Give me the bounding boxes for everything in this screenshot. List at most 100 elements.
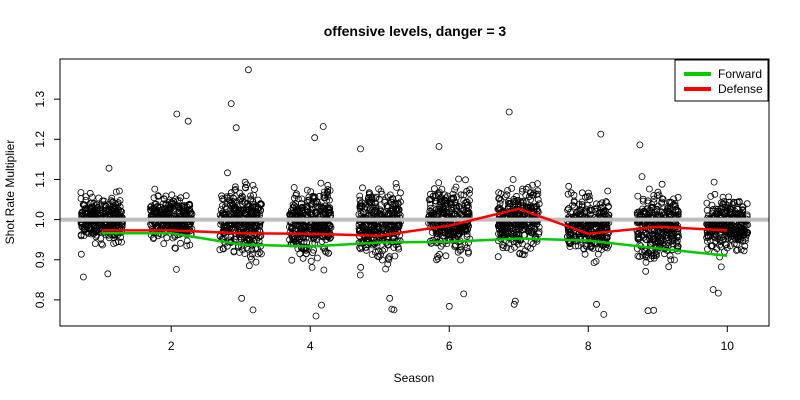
scatter-point [231, 198, 239, 206]
scatter-point [434, 208, 442, 216]
scatter-point [576, 207, 583, 215]
scatter-point [430, 185, 438, 193]
scatter-point [151, 185, 159, 193]
scatter-point [77, 231, 85, 239]
scatter-point [376, 206, 384, 214]
scatter-point [598, 208, 606, 216]
scatter-outlier [238, 294, 246, 302]
scatter-point [288, 256, 296, 264]
scatter-point [652, 250, 660, 258]
scatter-point [238, 209, 245, 217]
scatter-point [575, 200, 583, 208]
scatter-outlier [644, 307, 652, 315]
scatter-point [375, 185, 383, 193]
scatter-point [386, 253, 393, 260]
scatter-point [535, 230, 543, 238]
scatter-point [529, 181, 536, 189]
scatter-point [514, 221, 522, 229]
scatter-point [644, 197, 652, 205]
scatter-point [496, 225, 503, 233]
scatter-point [77, 189, 85, 196]
scatter-point [186, 205, 194, 213]
scatter-point [666, 252, 674, 260]
y-tick-label: 1.2 [33, 131, 47, 148]
y-tick-label: 0.8 [33, 291, 47, 308]
scatter-point [247, 192, 254, 200]
scatter-point [565, 205, 572, 212]
scatter-point [434, 233, 442, 240]
scatter-outlier [636, 141, 644, 149]
scatter-point [603, 199, 611, 207]
scatter-point [495, 195, 503, 203]
scatter-point [594, 250, 602, 258]
scatter-point [385, 256, 393, 264]
scatter-point [163, 234, 171, 242]
scatter-point [635, 233, 643, 241]
scatter-point [80, 232, 88, 240]
scatter-point [659, 237, 667, 245]
scatter-point [249, 181, 257, 189]
scatter-point [321, 194, 329, 202]
scatter-point [374, 247, 382, 255]
scatter-point [382, 265, 390, 273]
scatter-point [150, 194, 158, 202]
scatter-point [246, 237, 254, 244]
scatter-point [306, 225, 314, 233]
scatter-point [518, 187, 526, 195]
scatter-point [658, 198, 666, 206]
scatter-point [320, 266, 328, 274]
scatter-point [639, 197, 647, 205]
scatter-outlier [650, 306, 658, 314]
scatter-point [104, 228, 111, 236]
scatter-point [499, 244, 507, 252]
scatter-outlier [597, 130, 605, 138]
scatter-point [636, 234, 643, 242]
scatter-point [719, 193, 727, 201]
scatter-point [440, 229, 448, 237]
scatter-point [392, 180, 400, 187]
scatter-point [247, 253, 254, 261]
scatter-point [508, 184, 516, 192]
scatter-outlier [511, 297, 519, 305]
scatter-point [257, 250, 265, 258]
scatter-point [92, 228, 100, 236]
scatter-point [88, 193, 96, 201]
scatter-point [451, 243, 459, 250]
scatter-point [397, 189, 404, 197]
scatter-point [182, 209, 189, 217]
scatter-point [524, 243, 531, 251]
scatter-point [172, 195, 180, 203]
scatter-point [638, 173, 646, 181]
scatter-outlier [505, 108, 513, 116]
scatter-point [669, 240, 677, 248]
scatter-point [378, 190, 386, 198]
scatter-point [438, 206, 446, 214]
scatter-point [717, 263, 725, 271]
scatter-point [672, 203, 680, 211]
scatter-point [392, 205, 399, 213]
scatter-point [648, 201, 656, 208]
x-tick-label: 8 [585, 339, 592, 353]
series-lines [101, 207, 728, 257]
scatter-point [116, 187, 123, 195]
scatter-point [324, 193, 332, 201]
scatter-point [254, 250, 262, 258]
series-line-forward [101, 232, 728, 257]
scatter-point [372, 195, 379, 203]
scatter-point [450, 194, 458, 202]
scatter-point [460, 207, 468, 215]
scatter-point [438, 197, 446, 204]
scatter-point [253, 210, 261, 218]
scatter-point [580, 245, 587, 252]
scatter-point [654, 233, 661, 241]
scatter-point [598, 199, 606, 207]
scatter-point [381, 198, 389, 206]
scatter-point [396, 237, 404, 245]
scatter-point [522, 185, 530, 193]
scatter-point [583, 193, 591, 201]
scatter-point [634, 192, 642, 200]
scatter-point [646, 231, 654, 239]
scatter-point [668, 228, 675, 236]
scatter-point [324, 249, 332, 257]
scatter-point [394, 237, 402, 245]
